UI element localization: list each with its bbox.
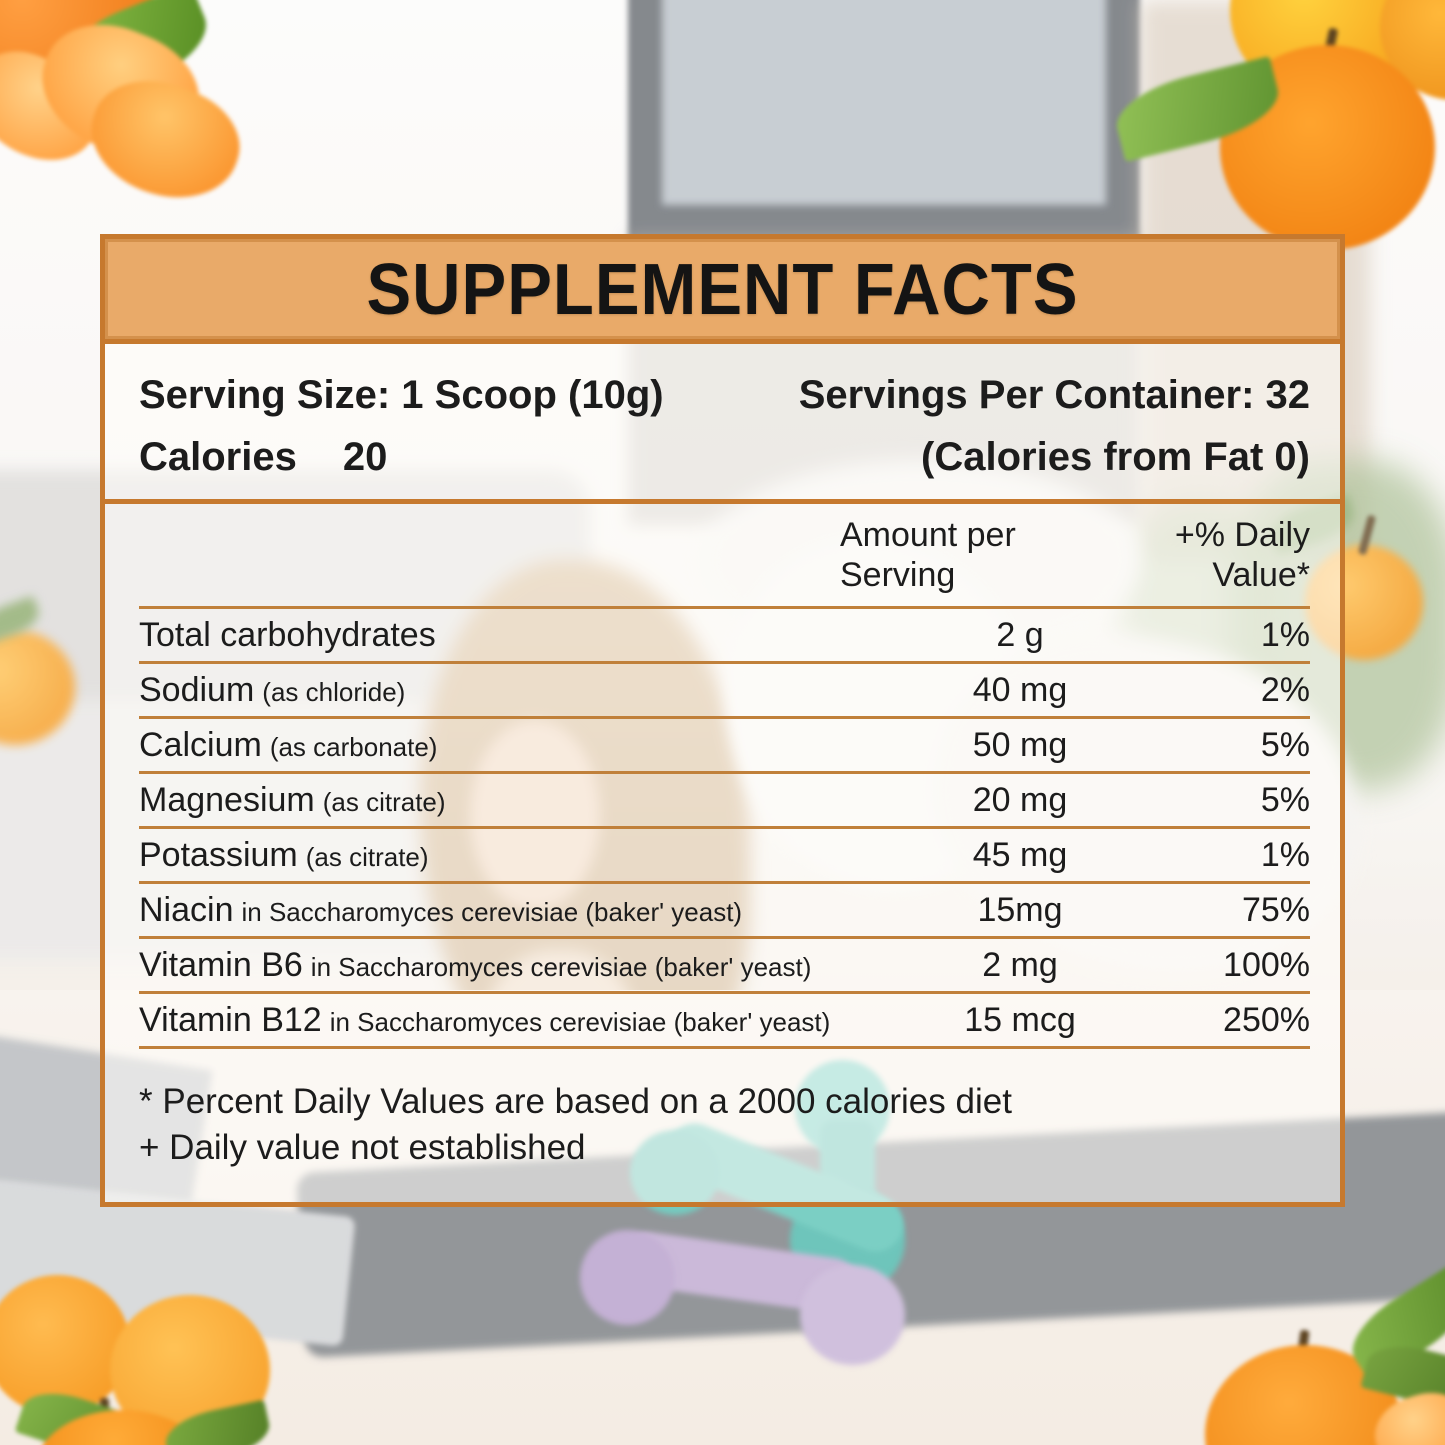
nutrient-daily-value: 2% <box>1260 670 1310 709</box>
header-daily-value: +% Daily Value* <box>1100 515 1310 595</box>
nutrient-row-magnesium: Magnesium (as citrate) 20 mg 5% <box>139 774 1310 829</box>
nutrient-daily-value: 250% <box>1223 1000 1310 1039</box>
nutrient-row-sodium: Sodium (as chloride) 40 mg 2% <box>139 664 1310 719</box>
nutrient-name-cell: Sodium (as chloride) <box>139 671 920 710</box>
calories-from-fat: (Calories from Fat 0) <box>921 435 1310 479</box>
nutrient-daily-value: 75% <box>1241 890 1310 929</box>
nutrient-amount: 2 g <box>996 615 1044 654</box>
calories: Calories 20 <box>139 426 387 488</box>
nutrient-name: Calcium <box>139 725 262 764</box>
calories-value: 20 <box>342 435 388 479</box>
nutrient-amount: 20 mg <box>972 780 1068 819</box>
serving-size: Serving Size: 1 Scoop (10g) <box>139 373 664 417</box>
header-amount-line1: Amount per <box>840 516 1016 554</box>
header-dv-line2: Value* <box>1212 556 1310 594</box>
nutrient-detail: in Saccharomyces cerevisiae (baker' yeas… <box>310 951 812 982</box>
nutrient-daily-value: 1% <box>1260 615 1310 654</box>
table-header: Amount per Serving +% Daily Value* <box>139 504 1310 609</box>
nutrient-amount: 2 mg <box>982 945 1058 984</box>
nutrient-detail: in Saccharomyces cerevisiae (baker' yeas… <box>329 1006 831 1037</box>
nutrient-daily-value: 100% <box>1223 945 1310 984</box>
footnotes: * Percent Daily Values are based on a 20… <box>139 1079 1310 1171</box>
nutrients-section: Amount per Serving +% Daily Value* Total… <box>105 504 1340 1202</box>
nutrient-name: Niacin <box>139 890 234 929</box>
nutrient-name: Sodium <box>139 670 255 709</box>
tangerine-decoration-bottom-left <box>0 1250 320 1445</box>
dumbbell-purple-end-left <box>580 1230 675 1325</box>
nutrient-amount: 15 mcg <box>964 1000 1076 1039</box>
nutrient-amount: 45 mg <box>972 835 1068 874</box>
serving-section: Serving Size: 1 Scoop (10g) Servings Per… <box>105 344 1340 504</box>
dumbbell-purple-end-right <box>800 1265 905 1365</box>
nutrient-name-cell: Magnesium (as citrate) <box>139 781 920 820</box>
header-dv-line1: +% Daily <box>1174 516 1310 554</box>
nutrient-row-total-carbohydrates: Total carbohydrates 2 g 1% <box>139 609 1310 664</box>
nutrient-detail: (as citrate) <box>305 841 429 872</box>
nutrient-daily-value: 5% <box>1260 780 1310 819</box>
orange-decoration-top-right <box>1109 0 1445 250</box>
nutrient-daily-value: 5% <box>1260 725 1310 764</box>
servings-per-container: Servings Per Container: 32 <box>798 373 1310 417</box>
serving-row-2: Calories 20 (Calories from Fat 0) <box>139 426 1310 488</box>
nutrient-row-vitamin-b12: Vitamin B12 in Saccharomyces cerevisiae (… <box>139 994 1310 1049</box>
nutrient-amount: 50 mg <box>972 725 1068 764</box>
calories-label: Calories <box>139 435 297 479</box>
nutrient-name: Vitamin B12 <box>139 1000 322 1039</box>
nutrient-name: Potassium <box>139 835 298 874</box>
supplement-facts-label: SUPPLEMENT FACTS Serving Size: 1 Scoop (… <box>100 234 1345 1207</box>
footnote-not-established: + Daily value not established <box>139 1128 586 1167</box>
nutrient-name: Vitamin B6 <box>139 945 303 984</box>
tangerine-whole-icon <box>0 1275 130 1415</box>
nutrient-row-niacin: Niacin in Saccharomyces cerevisiae (baker… <box>139 884 1310 939</box>
window-glass <box>662 0 1106 205</box>
nutrient-row-potassium: Potassium (as citrate) 45 mg 1% <box>139 829 1310 884</box>
nutrient-detail: (as chloride) <box>262 676 406 707</box>
footnote-daily-values: * Percent Daily Values are based on a 20… <box>139 1082 1012 1121</box>
nutrient-detail: in Saccharomyces cerevisiae (baker' yeas… <box>241 896 743 927</box>
nutrient-name-cell: Potassium (as citrate) <box>139 836 920 875</box>
nutrient-name: Magnesium <box>139 780 315 819</box>
nutrient-name-cell: Vitamin B6 in Saccharomyces cerevisiae (b… <box>139 946 920 985</box>
nutrient-row-calcium: Calcium (as carbonate) 50 mg 5% <box>139 719 1310 774</box>
nutrient-detail: (as carbonate) <box>269 731 438 762</box>
nutrient-daily-value: 1% <box>1260 835 1310 874</box>
nutrient-name-cell: Niacin in Saccharomyces cerevisiae (baker… <box>139 891 920 930</box>
tangerine-decoration-top-left <box>0 0 320 260</box>
nutrient-detail: (as citrate) <box>322 786 446 817</box>
header-amount-line2: Serving <box>840 556 956 594</box>
serving-row-1: Serving Size: 1 Scoop (10g) Servings Per… <box>139 364 1310 426</box>
label-title: SUPPLEMENT FACTS <box>366 248 1079 330</box>
nutrient-name-cell: Vitamin B12 in Saccharomyces cerevisiae (… <box>139 1001 920 1040</box>
nutrient-name-cell: Calcium (as carbonate) <box>139 726 920 765</box>
nutrient-name: Total carbohydrates <box>139 615 436 654</box>
nutrient-name-cell: Total carbohydrates <box>139 616 920 655</box>
nutrient-amount: 15mg <box>977 890 1063 929</box>
nutrient-row-vitamin-b6: Vitamin B6 in Saccharomyces cerevisiae (b… <box>139 939 1310 994</box>
nutrient-amount: 40 mg <box>972 670 1068 709</box>
tangerine-decoration-bottom-right <box>1180 1264 1445 1445</box>
header-amount-per-serving: Amount per Serving <box>834 515 1100 595</box>
title-bar: SUPPLEMENT FACTS <box>105 239 1340 344</box>
